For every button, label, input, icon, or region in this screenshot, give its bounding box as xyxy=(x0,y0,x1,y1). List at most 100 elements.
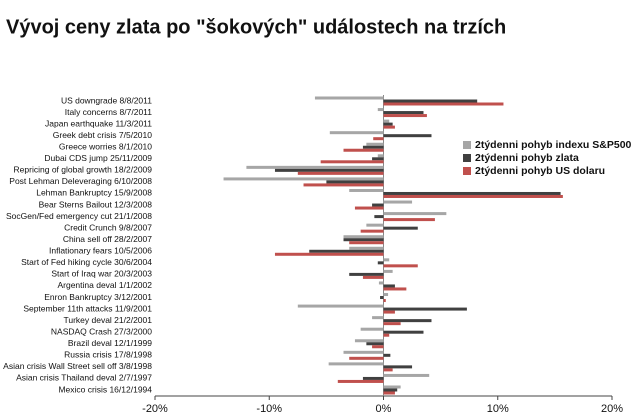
bar xyxy=(372,203,384,207)
y-tick-label: Argentina deval 1/1/2002 xyxy=(57,280,152,290)
bar xyxy=(373,137,384,141)
bar xyxy=(349,188,384,192)
bar xyxy=(383,119,390,123)
bar xyxy=(383,310,395,314)
bar xyxy=(329,131,384,135)
bar xyxy=(383,212,447,216)
y-tick-label: Turkey deval 21/2/2001 xyxy=(63,315,152,325)
bar xyxy=(354,339,384,343)
x-tick-label: 10% xyxy=(487,403,509,415)
bar xyxy=(374,215,384,219)
bar xyxy=(372,157,384,161)
y-tick-label: NASDAQ Crash 27/3/2000 xyxy=(51,326,152,336)
bar xyxy=(372,316,384,320)
y-tick-label: Italy concerns 8/7/2011 xyxy=(65,107,153,117)
bar xyxy=(383,200,413,204)
bar xyxy=(383,264,418,268)
bar xyxy=(349,356,384,360)
y-tick-label: Repricing of global growth 18/2/2009 xyxy=(14,165,153,175)
y-tick-label: Asian crisis Thailand deval 2/7/1997 xyxy=(16,373,152,383)
bar xyxy=(328,362,384,366)
y-tick-label: Asian crisis Wall Street sell off 3/8/19… xyxy=(3,361,152,371)
bar xyxy=(383,368,393,372)
bar xyxy=(303,183,384,187)
bar xyxy=(383,388,398,392)
y-tick-label: Start of Fed hiking cycle 30/6/2004 xyxy=(21,257,152,267)
y-tick-label: Japan earthquake 11/3/2011 xyxy=(45,118,152,128)
y-tick-label: Greek debt crisis 7/5/2010 xyxy=(53,130,152,140)
bar xyxy=(383,102,504,106)
bar xyxy=(360,229,384,233)
bar xyxy=(383,99,478,103)
bar xyxy=(362,376,384,380)
bar xyxy=(383,385,401,389)
bar xyxy=(383,226,418,230)
y-tick-label: Mexico crisis 16/12/1994 xyxy=(58,384,152,394)
x-tick-label: 20% xyxy=(601,403,623,415)
bar xyxy=(349,246,384,250)
bar xyxy=(383,293,389,297)
bar xyxy=(378,281,384,285)
bar xyxy=(223,177,384,181)
bar xyxy=(380,296,384,300)
y-tick-label: Start of Iraq war 20/3/2003 xyxy=(51,269,152,279)
y-tick-label: Russia crisis 17/8/1998 xyxy=(64,350,152,360)
bar xyxy=(383,365,413,369)
bar xyxy=(274,252,384,256)
bar xyxy=(383,284,395,288)
bar xyxy=(383,353,391,357)
bar xyxy=(383,269,393,273)
bar xyxy=(309,249,384,253)
bar xyxy=(383,114,427,118)
bar xyxy=(377,154,384,158)
bar xyxy=(383,191,561,195)
bar xyxy=(354,206,384,210)
bar xyxy=(366,142,384,146)
y-tick-label: September 11th attacks 11/9/2001 xyxy=(23,303,152,313)
y-tick-label: Greece worries 8/1/2010 xyxy=(59,141,152,151)
bar xyxy=(383,333,390,337)
bar xyxy=(320,160,384,164)
bar xyxy=(372,345,384,349)
bar xyxy=(383,258,390,262)
y-tick-label: Bear Sterns Bailout 12/3/2008 xyxy=(39,199,153,209)
bar xyxy=(383,322,401,326)
legend-label: 2týdenni pohyb US dolaru xyxy=(475,165,605,177)
bar xyxy=(349,241,384,245)
x-tick-label: -10% xyxy=(256,403,282,415)
y-tick-label: Enron Bankruptcy 3/12/2001 xyxy=(44,292,152,302)
bar xyxy=(343,238,384,242)
y-tick-label: US downgrade 8/8/2011 xyxy=(61,95,152,105)
bar xyxy=(383,194,563,198)
bar xyxy=(383,307,467,311)
y-tick-label: Credit Crunch 9/8/2007 xyxy=(64,222,152,232)
bar xyxy=(362,275,384,279)
y-tick-label: Post Lehman Deleveraging 6/10/2008 xyxy=(9,176,152,186)
bar xyxy=(297,171,384,175)
bar xyxy=(383,122,393,126)
bar xyxy=(337,379,384,383)
legend-swatch xyxy=(463,154,471,162)
chart-title: Vývoj ceny zlata po "šokových" událostec… xyxy=(6,16,506,38)
legend-swatch xyxy=(463,141,471,149)
bar xyxy=(377,108,384,112)
legend-label: 2týdenni pohyb indexu S&P500 xyxy=(475,139,632,151)
bar xyxy=(326,180,384,184)
bar xyxy=(383,319,432,323)
bar xyxy=(366,223,384,227)
legend-label: 2týdenni pohyb zlata xyxy=(475,152,579,164)
bar xyxy=(383,373,430,377)
y-tick-label: Dubai CDS jump 25/11/2009 xyxy=(44,153,152,163)
bar xyxy=(360,327,384,331)
bar xyxy=(383,111,424,115)
y-tick-label: SocGen/Fed emergency cut 21/1/2008 xyxy=(6,211,152,221)
x-tick-label: 0% xyxy=(376,403,392,415)
bar xyxy=(246,165,384,169)
bar xyxy=(383,134,432,138)
bar xyxy=(383,391,395,395)
y-tick-label: Inflationary fears 10/5/2006 xyxy=(49,246,152,256)
bar xyxy=(297,304,384,308)
legend-swatch xyxy=(463,167,471,175)
bar xyxy=(383,125,395,129)
